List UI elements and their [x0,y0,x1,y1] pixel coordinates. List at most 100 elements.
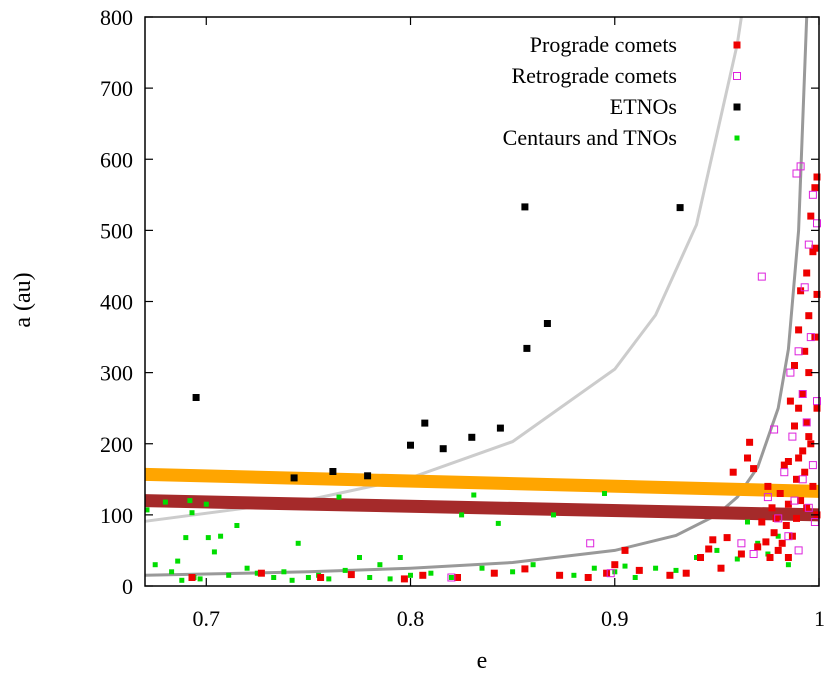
retrograde-comets-point [813,219,821,228]
retrograde-comets-point [749,550,758,558]
etnos-point [676,204,684,212]
etnos-point [521,203,529,211]
prograde-comets-point [521,565,529,573]
centaurs-and-tnos-point [591,565,597,571]
prograde-comets-point [797,497,805,505]
prograde-comets-point [490,569,498,577]
centaurs-and-tnos-point [295,540,301,546]
y-tick-label: 600 [100,147,133,172]
centaurs-and-tnos-point [602,491,607,496]
prograde-comets-point [766,554,774,561]
retrograde-comets-point [808,461,817,470]
x-axis-label: e [477,648,488,674]
centaurs-and-tnos-point [459,512,465,518]
centaurs-and-tnos-point [211,549,217,555]
prograde-comets-point [419,571,427,579]
prograde-comets-point [778,539,786,547]
prograde-comets-point [791,362,798,369]
y-tick-label: 400 [100,290,133,315]
y-tick-label: 500 [100,218,133,243]
legend-marker-retrograde-comets [733,72,741,80]
centaurs-and-tnos-point [305,575,311,580]
x-tick-label: 0.8 [397,606,425,631]
centaurs-and-tnos-point [734,556,740,562]
prograde-comets-point [807,440,815,448]
centaurs-and-tnos-point [694,555,699,560]
retrograde-comets-point [798,390,807,398]
centaurs-and-tnos-point [205,535,211,541]
prograde-comets-point [746,438,754,446]
prograde-comets-point [784,500,792,508]
centaurs-and-tnos-point [162,499,168,505]
retrograde-comets-point [804,240,813,249]
prograde-comets-point [709,536,717,544]
y-tick-label: 100 [100,503,133,528]
prograde-comets-point [705,545,713,553]
prograde-comets-point [750,465,758,473]
prograde-comets-point [793,514,800,522]
prograde-comets-point [801,468,809,476]
prograde-comets-point [454,574,461,581]
centaurs-and-tnos-point [254,570,260,576]
prograde-comets-point [772,514,780,522]
prograde-comets-point [813,290,821,298]
centaurs-and-tnos-point [653,565,659,571]
prograde-comets-point [795,404,803,412]
prograde-comets-point [801,347,809,355]
etnos-point [290,474,298,482]
x-tick-label: 0.9 [601,606,629,631]
legend-label-etnos: ETNOs [610,94,677,119]
x-tick-label: 1 [814,606,825,631]
prograde-comets-point [400,575,408,583]
centaurs-and-tnos-point [179,577,185,583]
centaurs-and-tnos-point [745,519,750,525]
legend-label-prograde-comets: Prograde comets [530,32,677,57]
prograde-comets-point [813,404,821,412]
prograde-comets-point [717,564,725,572]
prograde-comets-point [809,482,817,490]
legend-label-centaurs-and-tnos: Centaurs and TNOs [503,125,677,150]
prograde-comets-point [257,569,265,577]
retrograde-comets-point [786,368,795,377]
prograde-comets-point [697,554,704,561]
y-tick-label: 200 [100,432,133,457]
retrograde-comets-point [606,569,615,578]
etnos-point [192,394,200,401]
centaurs-and-tnos-point [336,494,342,500]
prograde-comets-point [666,571,674,579]
legend-label-retrograde-comets: Retrograde comets [511,63,677,88]
centaurs-and-tnos-point [495,520,501,526]
prograde-comets-point [768,504,776,512]
retrograde-comets-point [808,190,817,199]
retrograde-comets-point [763,493,772,502]
retrograde-comets-point [796,162,805,171]
etnos-point [468,433,476,441]
prograde-comets-point [762,538,770,546]
prograde-comets-point [776,490,784,497]
centaurs-and-tnos-point [281,569,287,575]
centaurs-and-tnos-point [218,533,224,539]
prograde-comets-point [603,569,611,577]
retrograde-comets-point [770,425,779,434]
prograde-comets-point [682,569,690,577]
centaurs-and-tnos-point [152,562,158,568]
centaurs-and-tnos-point [197,576,203,582]
prograde-comets-point [621,546,629,554]
retrograde-comets-point [586,539,595,548]
prograde-comets-point [770,529,778,537]
centaurs-and-tnos-point [175,558,181,564]
bands-layer [144,467,820,522]
y-tick-label: 800 [100,5,133,30]
prograde-comets-point [188,574,196,581]
prograde-comets-point [737,550,745,558]
ticks-layer: 0 100 200 300 400 500 600 700 800 0.7 0.8 0.9 1 [100,5,825,631]
centaurs-and-tnos-point [785,562,791,568]
prograde-comets-point [805,433,813,441]
prograde-comets-point [317,574,325,581]
etnos-point [407,441,414,449]
centaurs-and-tnos-point [510,569,516,575]
centaurs-and-tnos-point [367,575,373,580]
retrograde-comets-point [788,432,797,441]
centaurs-and-tnos-point [622,563,628,569]
centaurs-and-tnos-point [387,576,393,582]
